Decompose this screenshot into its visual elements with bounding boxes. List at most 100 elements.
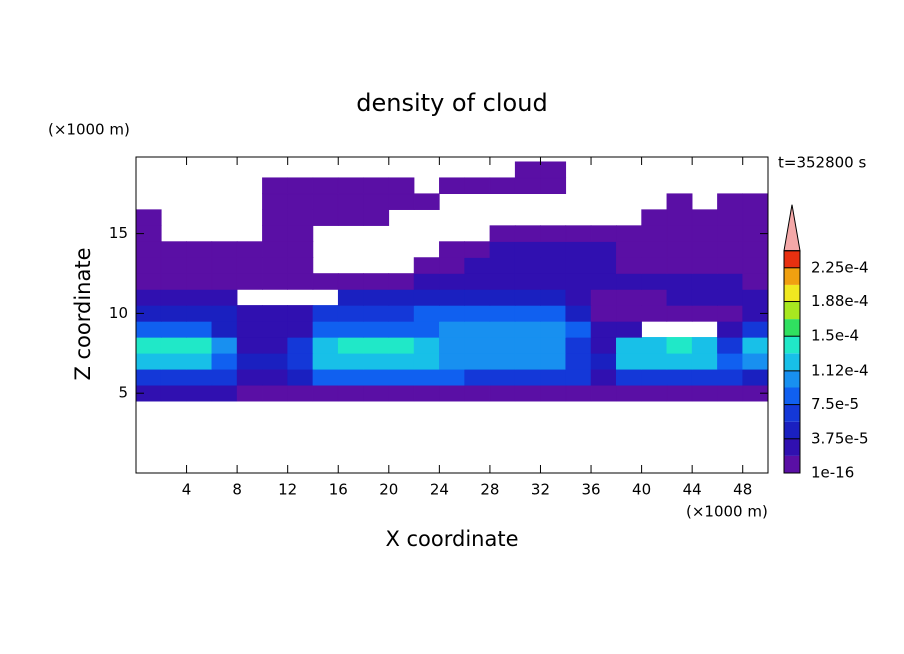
colorbar-band: [784, 284, 800, 302]
contour-cell: [691, 305, 718, 322]
contour-cell: [514, 161, 541, 179]
contour-cell: [439, 273, 465, 290]
field: [135, 161, 769, 402]
contour-cell: [666, 337, 693, 354]
contour-cell: [363, 177, 390, 195]
contour-cell: [514, 368, 541, 386]
contour-cell: [287, 321, 314, 338]
contour-cell: [287, 368, 314, 386]
contour-cell: [413, 368, 440, 386]
contour-cell: [464, 273, 491, 290]
contour-cell: [413, 273, 440, 290]
contour-cell: [514, 241, 541, 258]
contour-cell: [540, 289, 567, 306]
contour-cell: [565, 368, 592, 386]
contour-cell: [236, 384, 263, 402]
contour-cell: [565, 305, 592, 322]
contour-cell: [211, 241, 238, 258]
contour-cell: [337, 368, 364, 386]
contour-cell: [616, 305, 642, 322]
contour-cell: [211, 289, 238, 306]
contour-cell: [540, 305, 567, 322]
contour-cell: [590, 368, 617, 386]
y-tick-label: 15: [109, 224, 128, 242]
x-tick-label: 16: [329, 481, 348, 499]
contour-cell: [565, 337, 592, 354]
contour-cell: [742, 337, 769, 354]
contour-cell: [742, 368, 769, 386]
contour-cell: [135, 241, 162, 258]
contour-cell: [590, 257, 617, 274]
contour-cell: [590, 273, 617, 290]
contour-cell: [287, 193, 314, 210]
contour-cell: [464, 353, 491, 370]
contour-cell: [186, 257, 213, 274]
contour-cell: [337, 289, 364, 306]
contour-cell: [514, 321, 541, 338]
contour-cell: [135, 209, 162, 226]
contour-cell: [666, 209, 693, 226]
contour-cell: [616, 384, 642, 402]
contour-cell: [262, 384, 288, 402]
contour-cell: [489, 368, 516, 386]
contour-cell: [211, 337, 238, 354]
x-tick-label: 28: [480, 481, 499, 499]
contour-cell: [717, 368, 744, 386]
contour-cell: [135, 353, 162, 370]
contour-cell: [363, 321, 390, 338]
contour-cell: [514, 305, 541, 322]
contour-cell: [388, 177, 415, 195]
contour-cell: [717, 193, 744, 210]
colorbar-band: [784, 353, 800, 371]
contour-cell: [388, 273, 415, 290]
contour-cell: [262, 353, 288, 370]
colorbar-band: [784, 250, 800, 268]
contour-cell: [186, 321, 213, 338]
contour-cell: [666, 353, 693, 370]
contour-cell: [135, 257, 162, 274]
contour-cell: [312, 209, 339, 226]
contour-cell: [717, 289, 744, 306]
contour-cell: [337, 273, 364, 290]
colorbar-band: [784, 438, 800, 456]
contour-cell: [540, 321, 567, 338]
contour-cell: [514, 337, 541, 354]
y-axis-title: Z coordinate: [71, 247, 95, 380]
contour-cell: [388, 353, 415, 370]
contour-cell: [413, 289, 440, 306]
contour-cell: [439, 368, 465, 386]
contour-cell: [262, 241, 288, 258]
contour-cell: [464, 177, 491, 195]
contour-cell: [514, 225, 541, 242]
colorbar-tick-label: 1.5e-4: [811, 327, 859, 345]
contour-cell: [135, 368, 162, 386]
x-tick-label: 40: [632, 481, 651, 499]
contour-cell: [489, 337, 516, 354]
contour-cell: [135, 337, 162, 354]
contour-cell: [590, 241, 617, 258]
contour-cell: [691, 241, 718, 258]
contour-cell: [641, 305, 668, 322]
contour-cell: [160, 353, 187, 370]
colorbar-tick-label: 1.12e-4: [811, 361, 869, 379]
contour-cell: [641, 337, 668, 354]
contour-cell: [287, 177, 314, 195]
contour-cell: [337, 193, 364, 210]
contour-cell: [236, 273, 263, 290]
contour-cell: [742, 193, 769, 210]
contour-cell: [160, 257, 187, 274]
contour-cell: [641, 353, 668, 370]
contour-cell: [262, 209, 288, 226]
contour-cell: [489, 273, 516, 290]
contour-cell: [565, 321, 592, 338]
x-unit: (×1000 m): [686, 503, 768, 521]
contour-cell: [616, 289, 642, 306]
colorbar-band: [784, 267, 800, 285]
contour-cell: [666, 241, 693, 258]
contour-cell: [666, 368, 693, 386]
contour-cell: [135, 289, 162, 306]
contour-cell: [186, 337, 213, 354]
contour-cell: [287, 305, 314, 322]
contour-cell: [616, 257, 642, 274]
